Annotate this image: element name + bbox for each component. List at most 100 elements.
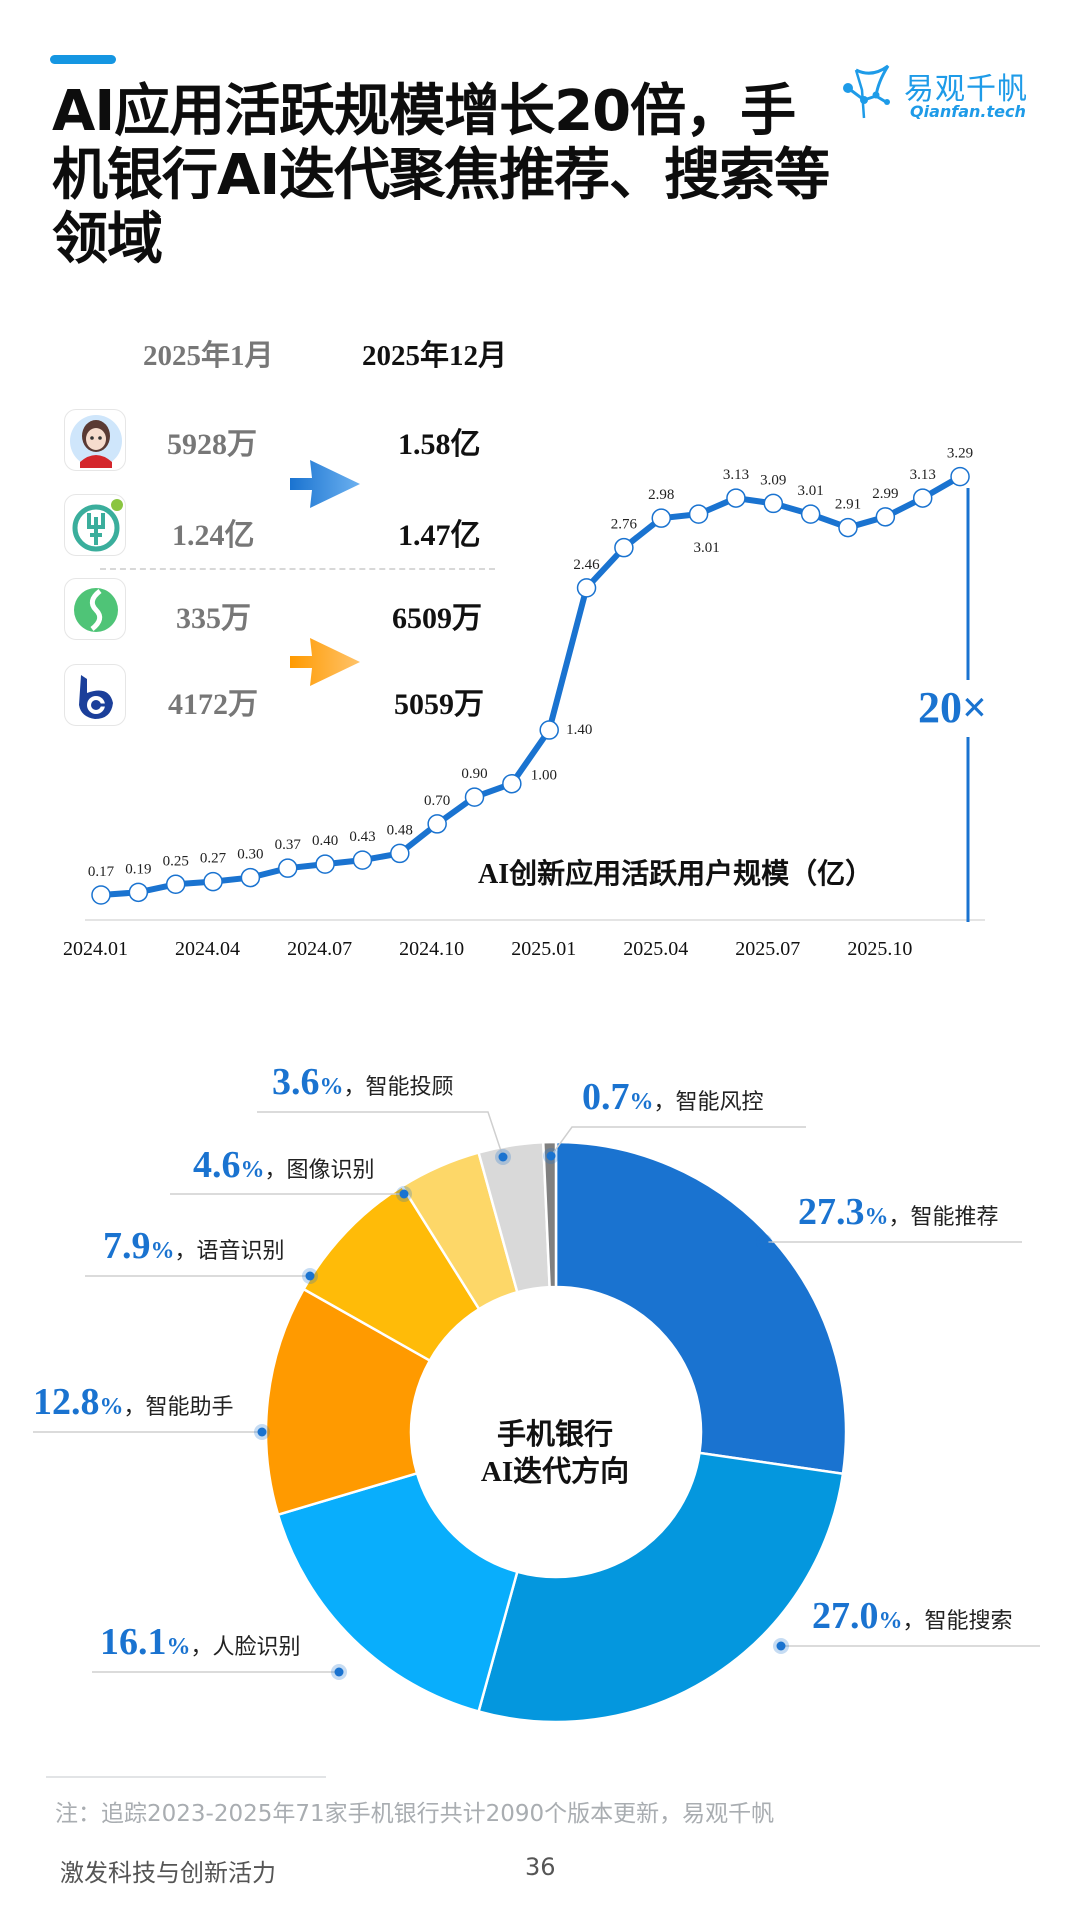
row-2-jan-value: 1.24亿: [172, 519, 255, 552]
growth-multiplier-label: 20×: [918, 683, 988, 732]
row-4-jan-value: 4172万: [168, 688, 258, 721]
donut-label-pct: 27.3: [798, 1191, 865, 1233]
data-label: 1.40: [566, 722, 592, 738]
sailboat-network-logo-icon: [843, 64, 890, 119]
row-1-dec-value: 1.58亿: [398, 428, 481, 461]
x-axis-tick: 2024.01: [63, 938, 128, 960]
data-label: 0.27: [200, 851, 227, 867]
donut-slice: [541, 1140, 558, 1289]
donut-label-unit: %: [629, 1089, 654, 1115]
x-axis-tick: 2025.10: [847, 938, 913, 960]
leader-dot-icon: [334, 1667, 344, 1677]
page-number: 36: [525, 1853, 556, 1881]
donut-label-pct: 27.0: [812, 1595, 879, 1637]
row-1-jan-value: 5928万: [167, 428, 257, 461]
row-2-dec-value: 1.47亿: [398, 519, 481, 552]
data-label: 2.76: [611, 517, 638, 533]
x-axis-tick: 2025.01: [511, 938, 577, 960]
row-3-jan-value: 335万: [176, 602, 251, 635]
data-label: 3.13: [910, 467, 936, 483]
x-axis-tick: 2024.10: [399, 938, 465, 960]
donut-label-pct: 0.7: [582, 1076, 630, 1118]
line-chart-title: AI创新应用活跃用户规模（亿）: [478, 859, 874, 890]
x-axis-tick: 2025.07: [735, 938, 801, 960]
donut-slice: [264, 1287, 432, 1517]
arrow-right-icon: [290, 460, 360, 508]
donut-label-unit: %: [150, 1238, 175, 1264]
data-label: 3.09: [760, 472, 786, 488]
leader-dot-icon: [257, 1427, 267, 1437]
data-label: 1.00: [531, 768, 557, 784]
data-label: 2.91: [835, 497, 861, 513]
data-label: 0.17: [88, 864, 115, 880]
donut-label-6: 4.6%，图像识别: [193, 1143, 375, 1187]
leader-dot-icon: [776, 1641, 786, 1651]
page-title-line-2: 机银行AI迭代聚焦推荐、搜索等: [52, 143, 830, 208]
donut-chart-ai-directions: [33, 1111, 1040, 1724]
data-label: 0.90: [461, 766, 487, 782]
donut-label-unit: %: [99, 1394, 124, 1420]
donut-label-category: ，智能助手: [123, 1395, 234, 1420]
leader-dot-icon: [759, 1237, 769, 1247]
data-label: 3.13: [723, 467, 749, 483]
donut-slice: [554, 1140, 848, 1476]
leader-dot-icon: [498, 1152, 508, 1162]
data-label: 2.98: [648, 487, 674, 503]
donut-center-line-1: 手机银行: [496, 1417, 613, 1451]
page-title-line-1: AI应用活跃规模增长20倍，手: [52, 79, 796, 144]
column-header-jan: 2025年1月: [143, 340, 274, 372]
data-label: 0.30: [237, 847, 263, 863]
donut-label-pct: 3.6: [272, 1061, 320, 1103]
donut-label-category: ，图像识别: [264, 1158, 375, 1183]
donut-label-1: 27.3%，智能推荐: [798, 1190, 999, 1234]
data-label: 0.48: [387, 822, 413, 838]
data-label: 3.01: [798, 483, 824, 499]
x-axis-tick: 2024.04: [175, 938, 241, 960]
blue-b-bank-app-icon: [64, 664, 126, 726]
brand-logo: 易观千帆 Qianfan.tech: [842, 60, 1042, 130]
page-title-line-3: 领域: [52, 207, 163, 272]
donut-label-8: 0.7%，智能风控: [582, 1075, 764, 1119]
x-axis-tick: 2024.07: [287, 938, 353, 960]
donut-label-5: 7.9%，语音识别: [103, 1224, 285, 1268]
donut-label-pct: 12.8: [33, 1381, 100, 1423]
donut-label-category: ，智能搜索: [902, 1609, 1013, 1634]
donut-label-unit: %: [240, 1157, 265, 1183]
leader-dot-icon: [399, 1189, 409, 1199]
donut-slice: [276, 1471, 519, 1714]
donut-center-line-2: AI迭代方向: [480, 1456, 630, 1488]
donut-label-unit: %: [319, 1074, 344, 1100]
donut-label-2: 27.0%，智能搜索: [812, 1594, 1013, 1638]
data-label: 0.37: [275, 837, 302, 853]
donut-label-4: 12.8%，智能助手: [33, 1380, 234, 1424]
donut-label-category: ，人脸识别: [190, 1635, 301, 1660]
donut-label-category: ，智能推荐: [888, 1205, 999, 1230]
donut-center-title: 手机银行 AI迭代方向: [455, 1415, 655, 1491]
source-note: 注：追踪2023-2025年71家手机银行共计2090个版本更新，易观千帆: [55, 1801, 775, 1827]
data-label: 3.29: [947, 446, 973, 462]
donut-label-unit: %: [878, 1608, 903, 1634]
data-label: 0.25: [163, 853, 189, 869]
column-header-dec: 2025年12月: [362, 340, 508, 372]
donut-label-pct: 7.9: [103, 1225, 151, 1267]
donut-label-pct: 16.1: [100, 1621, 167, 1663]
logo-name-en: Qianfan.tech: [910, 102, 1026, 121]
leader-dot-icon: [305, 1271, 315, 1281]
green-s-bank-app-icon: [64, 578, 126, 640]
data-label: 3.01: [693, 540, 719, 556]
donut-slice: [477, 1451, 845, 1724]
donut-label-3: 16.1%，人脸识别: [100, 1620, 301, 1664]
donut-label-unit: %: [864, 1204, 889, 1230]
page-title: AI应用活跃规模增长20倍，手 机银行AI迭代聚焦推荐、搜索等 领域: [52, 80, 872, 272]
x-axis-tick: 2025.04: [623, 938, 689, 960]
row-3-dec-value: 6509万: [392, 602, 482, 635]
data-label: 0.70: [424, 793, 450, 809]
donut-label-category: ，语音识别: [174, 1239, 285, 1264]
row-4-dec-value: 5059万: [394, 688, 484, 721]
data-label: 0.40: [312, 833, 338, 849]
data-label: 0.43: [349, 829, 375, 845]
logo-name-cn: 易观千帆: [904, 72, 1028, 107]
data-label: 2.99: [872, 486, 898, 502]
note-divider: [46, 1776, 326, 1778]
donut-label-category: ，智能风控: [653, 1090, 764, 1115]
